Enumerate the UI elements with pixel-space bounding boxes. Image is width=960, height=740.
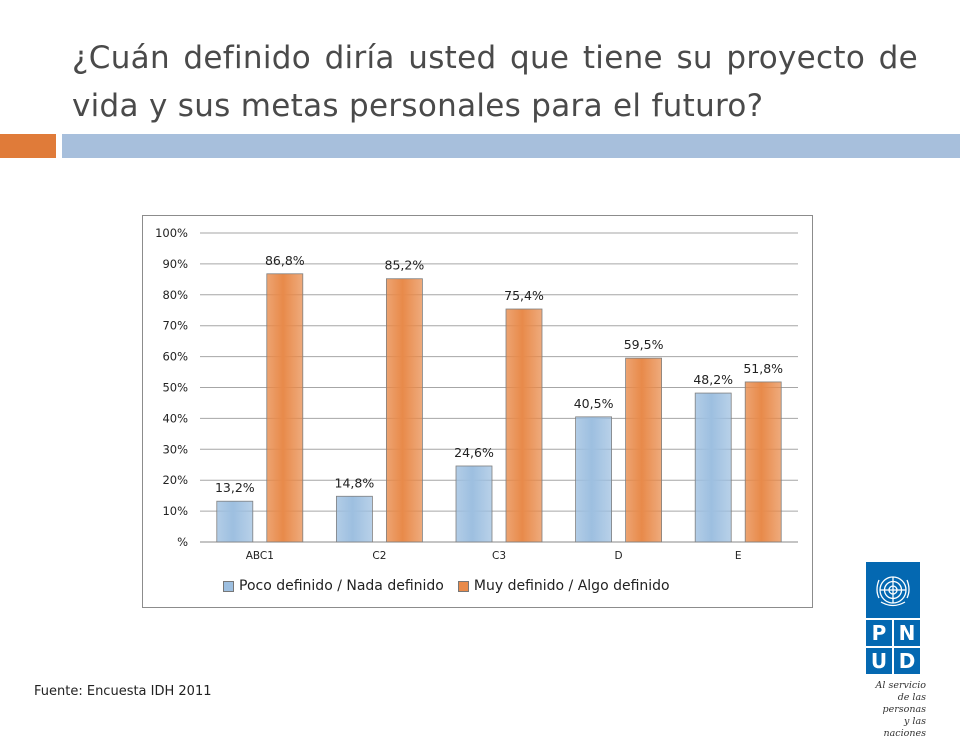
data-label: 13,2% xyxy=(215,480,255,495)
logo-tagline-line: de las personas xyxy=(882,692,927,715)
bar xyxy=(744,381,782,543)
bar xyxy=(505,308,543,543)
data-label: 40,5% xyxy=(574,396,614,411)
legend-item-series-2: Muy definido / Algo definido xyxy=(457,578,670,594)
bar xyxy=(575,416,613,543)
data-label: 24,6% xyxy=(454,445,494,460)
data-label: 86,8% xyxy=(265,253,305,268)
bar-chart: % 10% 20% 30% 40% 50% 60% 70% 80% 90% 100% 13,2% 86,… xyxy=(142,215,813,608)
data-label: 48,2% xyxy=(693,372,733,387)
y-tick-label: 10% xyxy=(162,504,188,518)
x-tick-label: ABC1 xyxy=(246,550,274,562)
legend-item-series-1: Poco definido / Nada definido xyxy=(223,578,444,594)
y-tick-label: 50% xyxy=(162,381,188,395)
chart-legend: Poco definido / Nada definido Muy defini… xyxy=(223,578,670,594)
logo-letter: U xyxy=(866,648,892,674)
logo-tagline-line: Al servicio xyxy=(875,680,926,691)
legend-label-series-1: Poco definido / Nada definido xyxy=(239,578,444,594)
bar xyxy=(455,465,493,543)
legend-swatch-series-2 xyxy=(457,580,469,592)
bar xyxy=(266,273,304,543)
y-tick-label: 40% xyxy=(162,411,188,425)
x-tick-label: C2 xyxy=(372,550,386,562)
data-label: 59,5% xyxy=(624,337,664,352)
y-tick-label: % xyxy=(177,535,188,549)
data-label: 51,8% xyxy=(743,361,783,376)
un-emblem-icon xyxy=(866,562,920,618)
data-label: 14,8% xyxy=(335,475,375,490)
legend-swatch-series-1 xyxy=(223,580,234,592)
pnud-letter-grid: P N U D xyxy=(866,620,924,674)
slide-title: ¿Cuán definido diría usted que tiene su … xyxy=(72,40,918,124)
chart-plot: % 10% 20% 30% 40% 50% 60% 70% 80% 90% 100% 13,2% 86,… xyxy=(155,226,798,562)
x-tick-label: D xyxy=(615,550,623,562)
y-tick-label: 100% xyxy=(155,226,188,240)
y-tick-label: 90% xyxy=(162,257,188,271)
y-tick-label: 70% xyxy=(162,319,188,333)
logo-letter: D xyxy=(894,648,920,674)
y-tick-label: 20% xyxy=(162,473,188,487)
logo-tagline: Al servicio de las personas y las nacion… xyxy=(862,680,926,740)
bar xyxy=(625,357,663,543)
y-tick-label: 60% xyxy=(162,350,188,364)
title-accent-blue xyxy=(62,134,960,158)
y-tick-label: 80% xyxy=(162,288,188,302)
logo-letter: P xyxy=(866,620,892,646)
title-accent-orange xyxy=(0,134,56,158)
y-tick-label: 30% xyxy=(162,442,188,456)
bar xyxy=(385,278,423,543)
logo-letter: N xyxy=(894,620,920,646)
x-tick-label: E xyxy=(735,550,742,562)
data-label: 85,2% xyxy=(385,258,425,273)
bar xyxy=(216,500,254,543)
x-tick-label: C3 xyxy=(492,550,506,562)
data-label: 75,4% xyxy=(504,288,544,303)
legend-label-series-2: Muy definido / Algo definido xyxy=(473,578,670,594)
pnud-logo: P N U D Al servicio de las personas y la… xyxy=(862,562,926,740)
source-note: Fuente: Encuesta IDH 2011 xyxy=(34,684,212,699)
bar xyxy=(335,495,373,543)
bar xyxy=(694,392,732,543)
